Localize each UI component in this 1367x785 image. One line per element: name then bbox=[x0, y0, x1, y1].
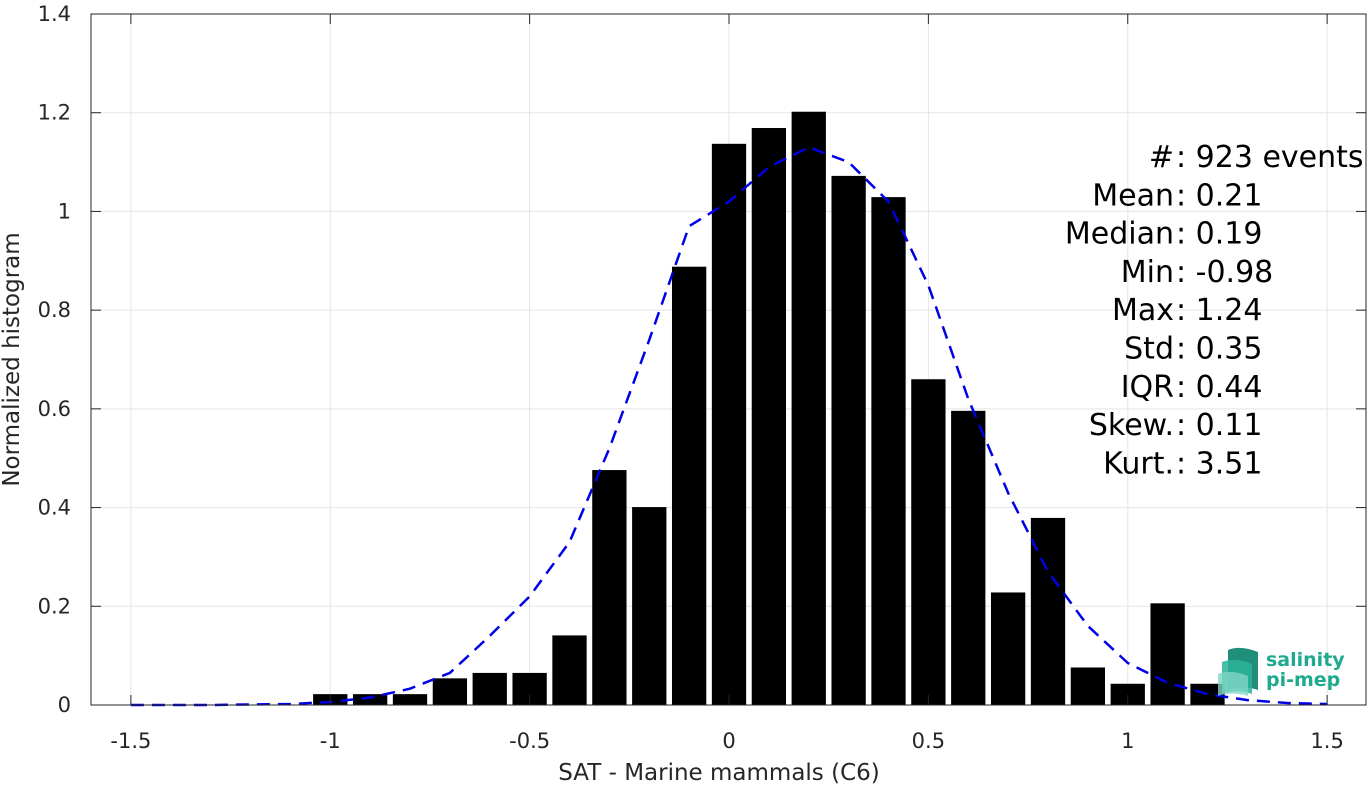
stat-value: : 3.51 bbox=[1176, 446, 1262, 481]
histogram-bar bbox=[871, 197, 906, 706]
y-axis-ticks: 0 0.2 0.4 0.6 0.8 1 1.2 1.4 bbox=[38, 2, 1366, 717]
y-tick-label: 0.8 bbox=[38, 298, 71, 322]
x-axis-label: SAT - Marine mammals (C6) bbox=[558, 760, 880, 785]
x-tick-label: 1 bbox=[1121, 729, 1134, 753]
histogram-bar bbox=[911, 379, 946, 705]
stat-value: : 1.24 bbox=[1176, 293, 1262, 328]
histogram-bar bbox=[552, 635, 587, 705]
y-tick-label: 0.4 bbox=[38, 496, 71, 520]
stat-key: Kurt. bbox=[1103, 446, 1174, 481]
stat-key: Std bbox=[1124, 332, 1174, 367]
logo-mark-icon bbox=[1218, 647, 1258, 696]
stat-value: : 0.19 bbox=[1176, 217, 1262, 252]
stat-key: Min bbox=[1121, 255, 1174, 290]
histogram-bar bbox=[951, 410, 986, 705]
y-tick-label: 0.2 bbox=[38, 594, 71, 618]
histogram-bar bbox=[711, 143, 747, 706]
x-tick-label: -1 bbox=[320, 729, 341, 753]
stat-key: Mean bbox=[1092, 178, 1174, 213]
stat-key: Skew. bbox=[1089, 408, 1174, 443]
histogram-bar bbox=[831, 175, 866, 706]
histogram-bar bbox=[352, 694, 388, 705]
histogram-bar bbox=[392, 694, 428, 705]
salinity-pi-mep-logo: salinity pi-mep bbox=[1218, 647, 1345, 696]
stat-value: : 0.44 bbox=[1176, 370, 1262, 405]
stat-value: : 0.21 bbox=[1176, 178, 1262, 213]
histogram-bar bbox=[1190, 683, 1225, 705]
histogram-bar bbox=[671, 266, 707, 705]
logo-text-pi-mep: pi-mep bbox=[1266, 669, 1340, 691]
x-axis-ticks: -1.5 -1 -0.5 0 0.5 1 1.5 bbox=[110, 14, 1344, 753]
histogram-bar bbox=[1110, 683, 1145, 705]
stat-value: : 923 events bbox=[1176, 140, 1364, 175]
y-axis-label: Normalized histogram bbox=[0, 232, 25, 486]
y-tick-label: 0 bbox=[58, 693, 71, 717]
stat-key: Median bbox=[1065, 217, 1174, 252]
histogram-bar bbox=[990, 592, 1026, 705]
stat-key: # bbox=[1149, 140, 1174, 175]
stat-value: : 0.11 bbox=[1176, 408, 1262, 443]
logo-text-salinity: salinity bbox=[1266, 649, 1345, 671]
histogram-bars bbox=[313, 111, 1225, 706]
histogram-bar bbox=[472, 672, 507, 705]
x-tick-label: 1.5 bbox=[1310, 729, 1343, 753]
x-tick-label: -1.5 bbox=[110, 729, 151, 753]
histogram-bar bbox=[1150, 603, 1185, 705]
y-tick-label: 1 bbox=[58, 199, 71, 223]
y-tick-label: 0.6 bbox=[38, 397, 71, 421]
y-tick-label: 1.4 bbox=[38, 2, 71, 26]
histogram-bar bbox=[432, 678, 468, 705]
x-tick-label: 0.5 bbox=[912, 729, 945, 753]
y-tick-label: 1.2 bbox=[38, 101, 71, 125]
histogram-bar bbox=[592, 470, 627, 705]
x-tick-label: -0.5 bbox=[509, 729, 550, 753]
stat-key: IQR bbox=[1121, 370, 1174, 405]
stat-value: : -0.98 bbox=[1176, 255, 1273, 290]
stat-value: : 0.35 bbox=[1176, 332, 1262, 367]
histogram-bar bbox=[632, 507, 667, 705]
stat-key: Max bbox=[1112, 293, 1174, 328]
histogram-bar bbox=[791, 111, 826, 705]
histogram-bar bbox=[751, 128, 787, 705]
histogram-bar bbox=[1070, 667, 1106, 705]
x-tick-label: 0 bbox=[722, 729, 735, 753]
